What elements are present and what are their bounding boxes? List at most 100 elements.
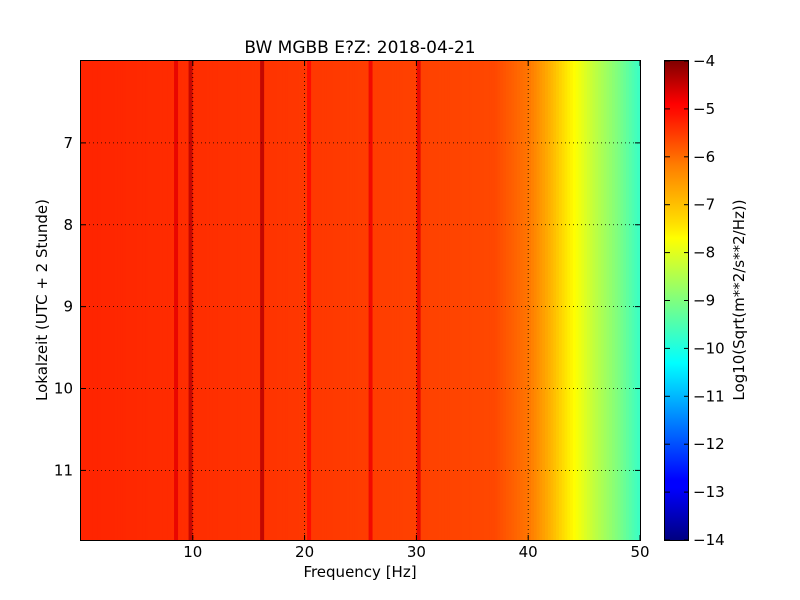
spectral-peak-line — [260, 61, 265, 540]
heatmap-column — [167, 61, 172, 540]
heatmap-column — [536, 61, 540, 540]
heatmap-column — [528, 61, 532, 540]
x-axis-ticks: 10 20 30 40 50 — [183, 61, 650, 561]
heatmap-column — [447, 61, 451, 540]
x-tick-label: 20 — [295, 543, 314, 561]
heatmap-column — [408, 61, 412, 540]
heatmap-column — [97, 61, 102, 540]
heatmap-column — [380, 61, 384, 540]
spectral-peak-line — [368, 61, 373, 540]
heatmap-column — [603, 61, 608, 540]
heatmap-column — [388, 61, 392, 540]
heatmap-column — [606, 61, 610, 540]
heatmap-column — [89, 61, 93, 540]
heatmap-column — [100, 61, 104, 540]
heatmap-column — [360, 61, 364, 540]
heatmap-column — [120, 61, 124, 540]
heatmap-area — [81, 61, 640, 540]
heatmap-column — [399, 61, 404, 540]
heatmap-column — [217, 61, 222, 540]
heatmap-column — [525, 61, 529, 540]
heatmap-column — [530, 61, 535, 540]
heatmap-column — [592, 61, 596, 540]
heatmap-column — [533, 61, 538, 540]
heatmap-column — [83, 61, 88, 540]
colorbar-tick-label: −10 — [693, 339, 725, 357]
heatmap-column — [181, 61, 186, 540]
spectral-peak-line — [307, 61, 312, 540]
heatmap-column — [550, 61, 554, 540]
heatmap-column — [497, 61, 501, 540]
heatmap-column — [145, 61, 149, 540]
heatmap-column — [396, 61, 401, 540]
heatmap-column — [539, 61, 543, 540]
heatmap-column — [477, 61, 482, 540]
heatmap-column — [114, 61, 118, 540]
heatmap-column — [131, 61, 135, 540]
heatmap-column — [609, 61, 613, 540]
x-tick-label: 30 — [407, 543, 426, 561]
heatmap-column — [134, 61, 138, 540]
heatmap-column — [276, 61, 281, 540]
heatmap-column — [600, 61, 605, 540]
heatmap-column — [556, 61, 560, 540]
heatmap-column — [231, 61, 236, 540]
heatmap-column — [352, 61, 356, 540]
heatmap-column — [215, 61, 219, 540]
heatmap-column — [614, 61, 619, 540]
heatmap-column — [377, 61, 381, 540]
heatmap-column — [402, 61, 406, 540]
heatmap-column — [374, 61, 378, 540]
heatmap-column — [366, 61, 370, 540]
heatmap-column — [178, 61, 183, 540]
heatmap-column — [273, 61, 278, 540]
heatmap-column — [122, 61, 127, 540]
colorbar-ticks: −4 −5 −6 −7 −8 −9 −10 −11 −12 −13 −14 — [665, 52, 725, 549]
heatmap-column — [223, 61, 227, 540]
colorbar-label: Log10(Sqrt(m**2/s**2/Hz)) — [730, 199, 748, 400]
heatmap-column — [195, 61, 199, 540]
spectral-peak-line — [174, 61, 179, 540]
heatmap-column — [198, 61, 202, 540]
heatmap-column — [301, 61, 306, 540]
heatmap-column — [248, 61, 253, 540]
heatmap-column — [433, 61, 437, 540]
heatmap-column — [634, 61, 638, 540]
heatmap-column — [304, 61, 308, 540]
heatmap-column — [310, 61, 314, 540]
heatmap-column — [125, 61, 130, 540]
heatmap-column — [483, 61, 487, 540]
heatmap-column — [567, 61, 571, 540]
heatmap-column — [466, 61, 471, 540]
heatmap-column — [463, 61, 468, 540]
heatmap-column — [282, 61, 286, 540]
heatmap-column — [581, 61, 585, 540]
heatmap-column — [424, 61, 429, 540]
heatmap-column — [212, 61, 216, 540]
heatmap-column — [139, 61, 144, 540]
x-tick-label: 40 — [519, 543, 538, 561]
y-axis-label: Lokalzeit (UTC + 2 Stunde) — [33, 199, 51, 401]
heatmap-column — [94, 61, 99, 540]
heatmap-column — [240, 61, 244, 540]
heatmap-column — [458, 61, 462, 540]
heatmap-column — [382, 61, 387, 540]
colorbar-tick-label: −7 — [693, 196, 715, 214]
heatmap-column — [572, 61, 577, 540]
heatmap-column — [111, 61, 116, 540]
heatmap-column — [117, 61, 121, 540]
heatmap-column — [184, 61, 188, 540]
heatmap-column — [103, 61, 107, 540]
heatmap-column — [192, 61, 197, 540]
heatmap-column — [626, 61, 630, 540]
heatmap-column — [279, 61, 283, 540]
heatmap-column — [441, 61, 445, 540]
heatmap-column — [508, 61, 513, 540]
heatmap-column — [243, 61, 247, 540]
colorbar-tick-label: −6 — [693, 148, 715, 166]
y-tick-label: 9 — [63, 298, 73, 316]
heatmap-column — [299, 61, 303, 540]
heatmap-column — [363, 61, 367, 540]
heatmap-column — [315, 61, 320, 540]
